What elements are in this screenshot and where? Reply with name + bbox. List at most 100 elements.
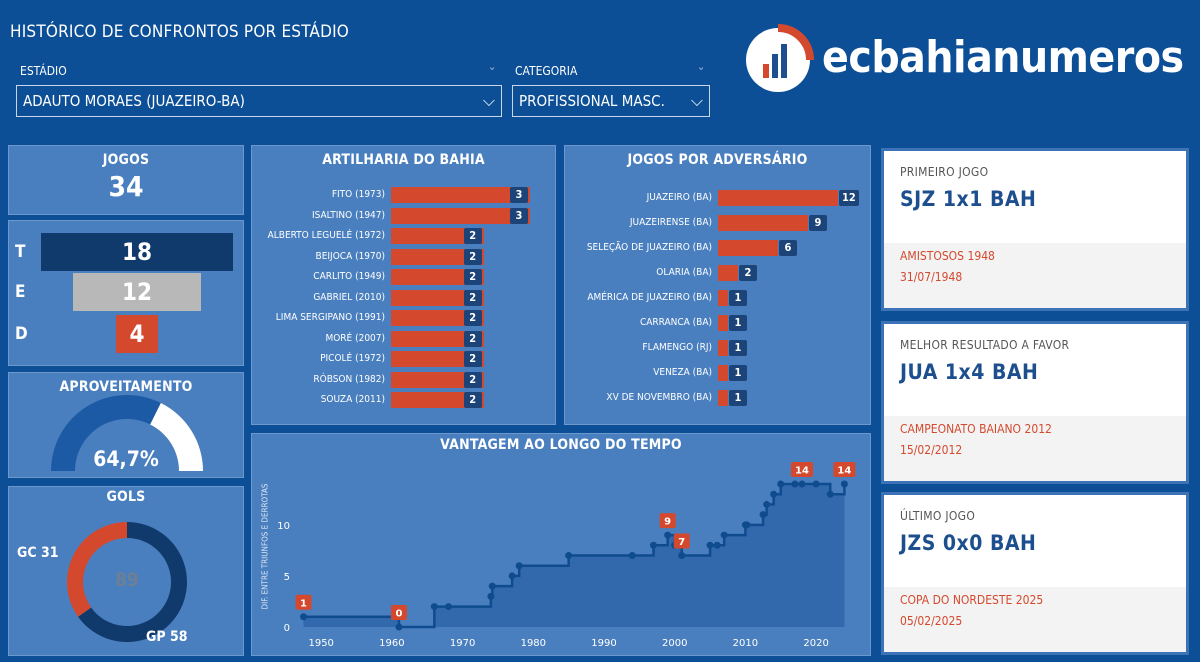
vantagem-point bbox=[720, 531, 728, 539]
stadium-select[interactable]: ADAUTO MORAES (JUAZEIRO-BA) ⌵ bbox=[16, 85, 502, 117]
artilharia-value: 2 bbox=[463, 310, 482, 326]
adversario-label: JUAZEIRO (BA) bbox=[646, 192, 712, 203]
chevron-down-icon[interactable]: ⌵ bbox=[482, 91, 495, 110]
vantagem-point bbox=[713, 541, 721, 549]
artilharia-label: GABRIEL (2010) bbox=[313, 291, 385, 303]
artilharia-label: CARLITO (1949) bbox=[313, 271, 385, 282]
card-date: 05/02/2025 bbox=[900, 614, 963, 628]
y-tick-label: 5 bbox=[284, 572, 290, 583]
artilharia-label: ISALTINO (1947) bbox=[311, 209, 385, 221]
card-label: PRIMEIRO JOGO bbox=[900, 165, 989, 179]
gauge-remainder-arc bbox=[150, 402, 203, 471]
artilharia-row: MORÉ (2007) 2 bbox=[325, 330, 551, 347]
y-tick-label: 0 bbox=[284, 623, 290, 634]
result-letter-d: D bbox=[15, 324, 28, 344]
card-score: JZS 0x0 BAH bbox=[900, 531, 1037, 555]
artilharia-bar bbox=[391, 269, 484, 285]
vantagem-title: VANTAGEM AO LONGO DO TEMPO bbox=[440, 437, 682, 453]
vantagem-point bbox=[826, 490, 834, 498]
vantagem-point bbox=[508, 572, 516, 580]
result-bar-e: 12 bbox=[73, 273, 201, 311]
artilharia-value: 2 bbox=[463, 248, 482, 265]
aproveitamento-panel: APROVEITAMENTO 64,7% bbox=[8, 372, 244, 478]
adversario-value: 1 bbox=[729, 340, 747, 356]
vantagem-point bbox=[515, 562, 523, 570]
artilharia-bar bbox=[391, 351, 484, 367]
gp-label: GP 58 bbox=[146, 629, 188, 645]
artilharia-value: 2 bbox=[463, 269, 482, 285]
vantagem-data-label: 7 bbox=[678, 537, 685, 548]
adversario-value: 1 bbox=[729, 365, 747, 381]
adversario-value: 1 bbox=[729, 390, 747, 406]
artilharia-label: SOUZA (2011) bbox=[320, 394, 385, 405]
vantagem-point bbox=[777, 480, 785, 488]
x-tick-label: 1980 bbox=[521, 638, 546, 649]
adversario-value: 1 bbox=[729, 315, 747, 331]
vantagem-point bbox=[840, 480, 848, 488]
x-tick-label: 1950 bbox=[308, 638, 333, 649]
result-bar-t: 18 bbox=[41, 233, 233, 271]
artilharia-row: LIMA SERGIPANO (1991) 2 bbox=[276, 310, 551, 326]
adversario-value: 9 bbox=[809, 215, 827, 231]
adversario-bar bbox=[718, 365, 728, 381]
adversario-bar bbox=[718, 340, 728, 356]
artilharia-bar bbox=[391, 392, 484, 408]
artilharia-label: BEIJOCA (1970) bbox=[315, 250, 385, 262]
vantagem-point bbox=[812, 480, 820, 488]
adversario-label: SELEÇÃO DE JUAZEIRO (BA) bbox=[586, 242, 712, 253]
artilharia-row: RÓBSON (1982) 2 bbox=[313, 371, 551, 388]
vantagem-panel: VANTAGEM AO LONGO DO TEMPO DIF. ENTRE TR… bbox=[251, 433, 871, 656]
x-tick-label: 1990 bbox=[591, 638, 616, 649]
artilharia-bar bbox=[391, 187, 530, 203]
brand-logo-icon bbox=[746, 24, 814, 92]
vantagem-point bbox=[430, 603, 438, 611]
artilharia-bar bbox=[391, 310, 484, 326]
x-tick-label: 2000 bbox=[662, 638, 687, 649]
adversarios-panel: JOGOS POR ADVERSÁRIO JUAZEIRO (BA) 12 JUAZ… bbox=[564, 145, 871, 425]
aproveitamento-title: APROVEITAMENTO bbox=[59, 379, 193, 395]
vantagem-data-label: 1 bbox=[300, 598, 307, 609]
card-label: MELHOR RESULTADO A FAVOR bbox=[900, 338, 1070, 352]
artilharia-bar bbox=[391, 228, 484, 244]
artilharia-value: 2 bbox=[463, 351, 482, 367]
vantagem-point bbox=[395, 623, 403, 631]
vantagem-data-label-bg bbox=[390, 605, 407, 620]
adversario-row: SELEÇÃO DE JUAZEIRO (BA) 6 bbox=[587, 240, 868, 256]
category-select[interactable]: PROFISSIONAL MASC. ⌵ bbox=[512, 85, 710, 117]
artilharia-bar bbox=[391, 207, 530, 224]
stadium-filter-chevron-icon[interactable]: ⌄ bbox=[488, 60, 497, 73]
aproveitamento-gauge bbox=[51, 395, 203, 471]
artilharia-row: PICOLÉ (1972) 2 bbox=[320, 351, 551, 367]
adversarios-title: JOGOS POR ADVERSÁRIO bbox=[627, 152, 808, 168]
adversario-bar bbox=[718, 315, 728, 331]
result-letter-e: E bbox=[15, 282, 26, 302]
adversario-bar bbox=[718, 190, 838, 206]
adversario-bar bbox=[718, 265, 738, 281]
adversario-row: JUAZEIRO (BA) 12 bbox=[647, 190, 868, 206]
adversario-label: FLAMENGO (RJ) bbox=[642, 342, 712, 353]
jogos-panel: JOGOS 34 bbox=[8, 145, 244, 215]
category-filter-chevron-icon[interactable]: ⌄ bbox=[697, 60, 706, 73]
stadium-select-value: ADAUTO MORAES (JUAZEIRO-BA) bbox=[23, 92, 245, 110]
x-tick-label: 2020 bbox=[803, 638, 828, 649]
vantagem-data-label: 0 bbox=[395, 609, 402, 620]
artilharia-label: FITO (1973) bbox=[331, 189, 385, 200]
adversario-row: CARRANCA (BA) 1 bbox=[640, 315, 868, 331]
adversario-bar bbox=[718, 215, 808, 231]
x-tick-label: 1970 bbox=[450, 638, 475, 649]
adversario-bar bbox=[718, 240, 778, 256]
vantagem-data-label: 14 bbox=[795, 466, 809, 477]
gols-total: 89 bbox=[115, 569, 139, 591]
artilharia-row: FITO (1973) 3 bbox=[332, 187, 551, 203]
vantagem-point bbox=[770, 490, 778, 498]
adversario-value: 1 bbox=[729, 290, 747, 306]
category-filter-label: CATEGORIA bbox=[515, 64, 578, 78]
chevron-down-icon[interactable]: ⌵ bbox=[690, 91, 703, 110]
brand-logo-text: ecbahianumeros bbox=[822, 32, 1184, 83]
artilharia-label: RÓBSON (1982) bbox=[313, 373, 385, 385]
vantagem-point bbox=[743, 521, 751, 529]
vantagem-point bbox=[565, 552, 573, 559]
vantagem-point bbox=[706, 541, 714, 549]
artilharia-value: 3 bbox=[510, 187, 528, 203]
vantagem-point bbox=[759, 511, 767, 519]
